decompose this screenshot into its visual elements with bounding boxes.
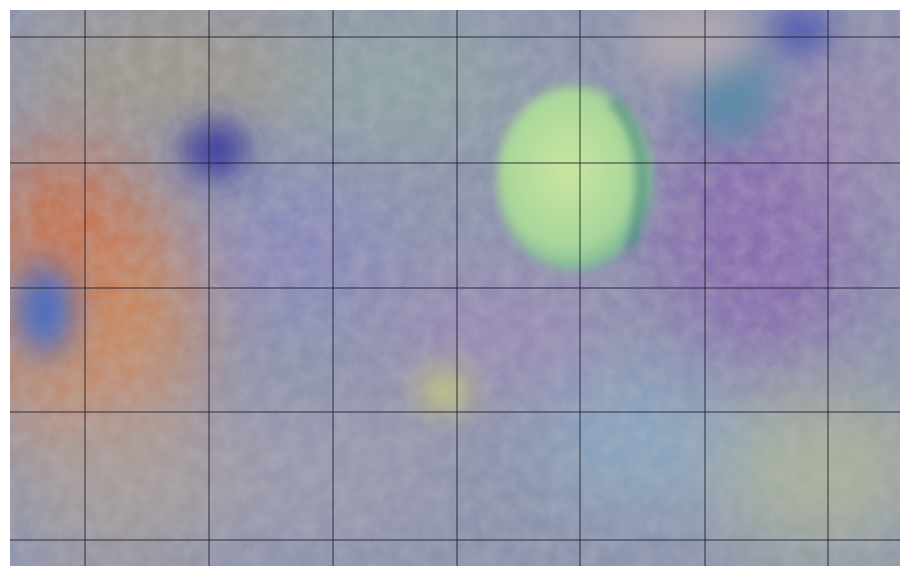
image-area — [10, 10, 900, 566]
grid — [10, 10, 900, 566]
